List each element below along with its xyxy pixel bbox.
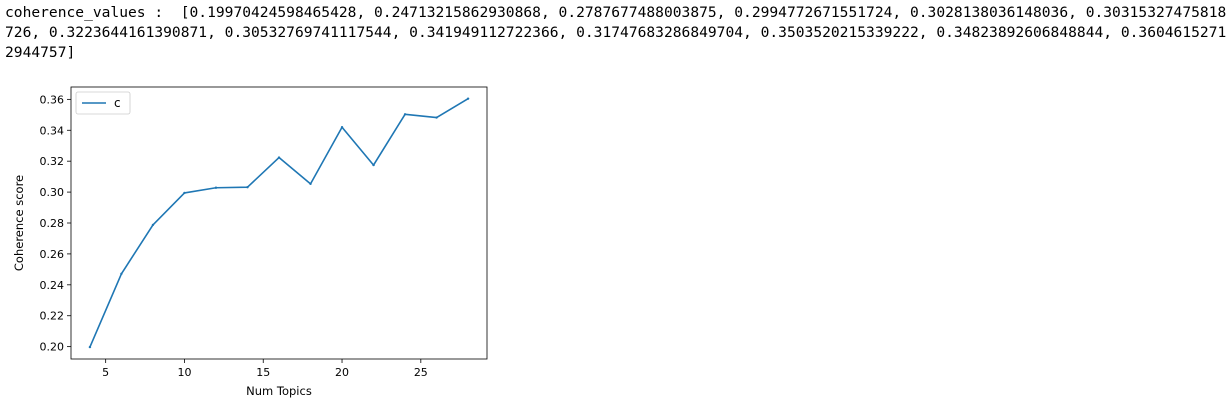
- data-point: [341, 126, 343, 128]
- y-tick-label: 0.24: [40, 279, 65, 292]
- y-tick-label: 0.36: [40, 93, 65, 106]
- y-tick-label: 0.26: [40, 248, 65, 261]
- data-point: [152, 224, 154, 226]
- y-tick-label: 0.20: [40, 341, 65, 354]
- x-tick-label: 25: [414, 366, 428, 379]
- data-point: [120, 273, 122, 275]
- data-point: [467, 97, 469, 99]
- x-tick-label: 20: [335, 366, 349, 379]
- y-tick-label: 0.28: [40, 217, 65, 230]
- series-line-c: [90, 99, 468, 347]
- data-point: [404, 113, 406, 115]
- data-point: [435, 116, 437, 118]
- x-tick-label: 15: [256, 366, 270, 379]
- data-point: [89, 346, 91, 348]
- data-point: [278, 156, 280, 158]
- data-point: [215, 187, 217, 189]
- data-point: [246, 186, 248, 188]
- plot-frame: [71, 87, 487, 359]
- data-point: [309, 183, 311, 185]
- y-tick-label: 0.34: [40, 124, 65, 137]
- x-tick-label: 5: [102, 366, 109, 379]
- y-tick-label: 0.32: [40, 155, 65, 168]
- y-axis-label: Coherence score: [12, 175, 26, 271]
- y-tick-label: 0.22: [40, 310, 65, 323]
- x-tick-label: 10: [177, 366, 191, 379]
- x-axis-label: Num Topics: [246, 384, 312, 398]
- legend-label: c: [114, 96, 121, 110]
- y-tick-label: 0.30: [40, 186, 65, 199]
- data-point: [372, 164, 374, 166]
- data-point: [183, 192, 185, 194]
